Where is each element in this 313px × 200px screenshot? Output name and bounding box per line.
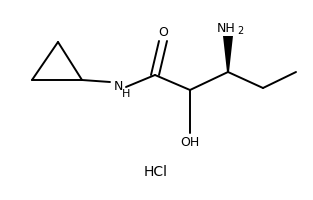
Text: 2: 2	[237, 26, 243, 36]
Text: O: O	[158, 25, 168, 38]
Text: NH: NH	[217, 21, 235, 34]
Text: N: N	[113, 80, 123, 94]
Text: H: H	[122, 89, 130, 99]
Polygon shape	[223, 36, 233, 72]
Text: OH: OH	[180, 136, 200, 150]
Text: HCl: HCl	[144, 165, 168, 179]
